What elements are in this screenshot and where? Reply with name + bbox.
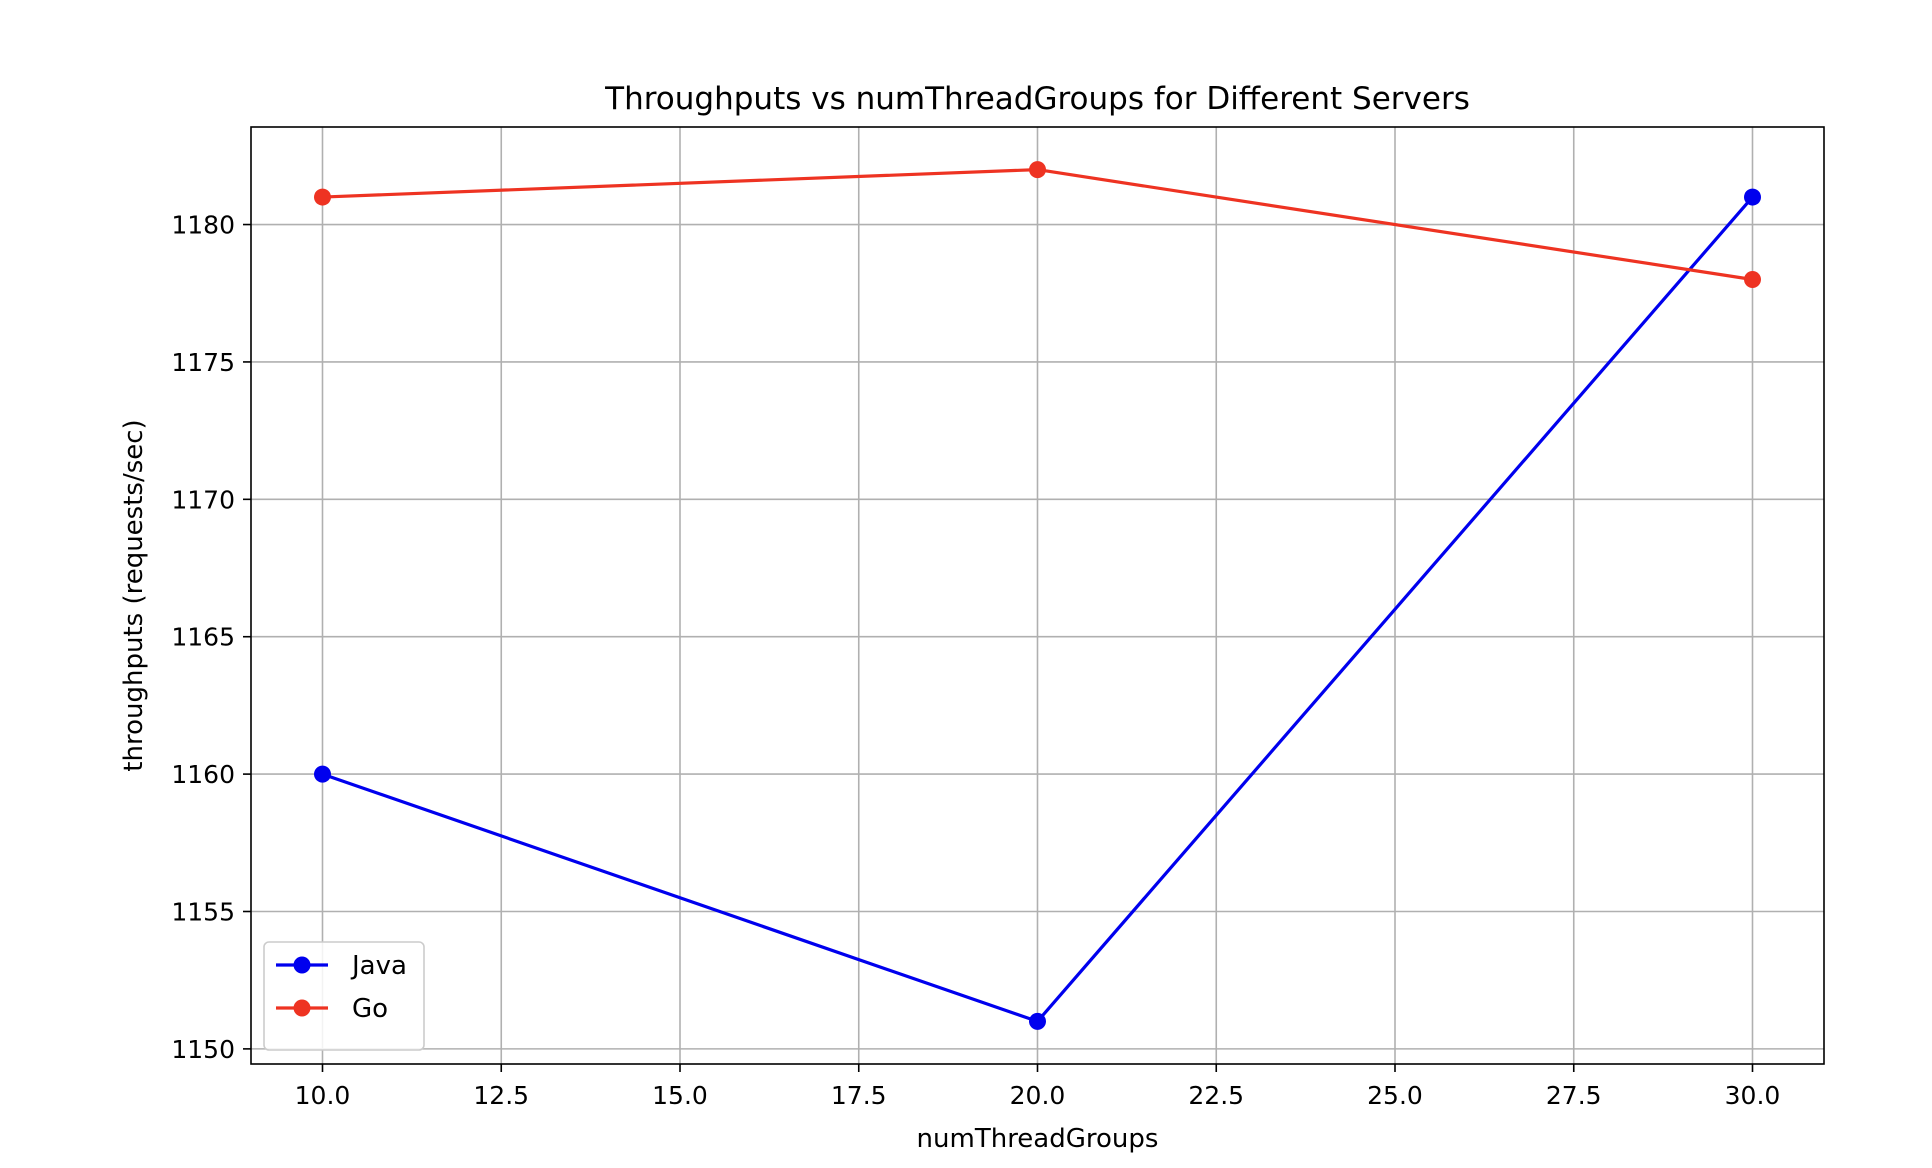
x-tick-label: 30.0	[1725, 1081, 1781, 1110]
data-point-java	[314, 765, 331, 783]
legend: Java Go	[263, 941, 425, 1051]
y-tick-label: 1170	[171, 485, 235, 514]
y-tick-label: 1160	[171, 760, 235, 789]
x-tick-label: 12.5	[473, 1081, 529, 1110]
y-axis-ticks: 1150 1155 1160 1165 1170 1175 1180	[171, 211, 251, 1064]
legend-marker-go	[293, 999, 311, 1017]
x-tick-label: 15.0	[652, 1081, 708, 1110]
y-axis-label: throughputs (requests/sec)	[119, 419, 149, 771]
x-tick-label: 27.5	[1546, 1081, 1602, 1110]
y-tick-label: 1175	[171, 348, 235, 377]
x-axis-label: numThreadGroups	[917, 1124, 1159, 1154]
legend-label-java: Java	[350, 951, 407, 981]
x-tick-label: 17.5	[831, 1081, 887, 1110]
y-tick-label: 1150	[171, 1035, 235, 1064]
x-axis-ticks: 10.0 12.5 15.0 17.5 20.0 22.5 25.0 27.5 30.0	[295, 1064, 1781, 1110]
legend-marker-java	[293, 956, 311, 974]
data-point-go	[1744, 271, 1761, 289]
data-point-java	[1029, 1012, 1046, 1030]
x-tick-label: 22.5	[1188, 1081, 1244, 1110]
data-point-java	[1744, 188, 1761, 206]
data-point-go	[1029, 161, 1046, 179]
x-tick-label: 10.0	[295, 1081, 351, 1110]
legend-label-go: Go	[352, 994, 388, 1024]
x-tick-label: 25.0	[1367, 1081, 1423, 1110]
x-tick-label: 20.0	[1010, 1081, 1066, 1110]
y-tick-label: 1180	[171, 211, 235, 240]
chart-title: Throughputs vs numThreadGroups for Diffe…	[604, 81, 1470, 117]
series-layer	[314, 161, 1761, 1030]
y-tick-label: 1155	[171, 897, 235, 926]
y-tick-label: 1165	[171, 623, 235, 652]
data-point-go	[314, 188, 331, 206]
